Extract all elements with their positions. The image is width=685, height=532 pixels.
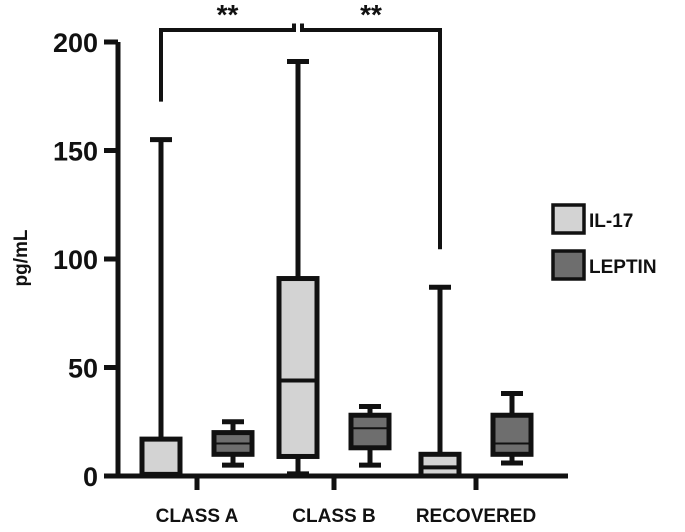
significance-bracket: ** <box>300 0 442 250</box>
bracket-line <box>159 23 296 102</box>
box-leptin-class-b <box>348 404 392 468</box>
legend-label: LEPTIN <box>589 257 657 278</box>
significance-label: ** <box>360 0 382 30</box>
y-tick-label: 100 <box>53 245 98 275</box>
box-il-17-recovered <box>418 284 462 479</box>
x-tick-label: CLASS B <box>292 506 375 527</box>
bracket-line <box>300 23 442 250</box>
x-tick-label: RECOVERED <box>416 506 536 527</box>
box-il-17-class-b <box>276 59 320 477</box>
box-iqr <box>348 412 392 451</box>
significance-annotations: ** ** <box>159 0 442 250</box>
y-tick-label: 50 <box>68 354 98 384</box>
box-leptin-class-a <box>211 419 255 468</box>
box-leptin-recovered <box>490 391 534 466</box>
axes: 0 50 100 150 200 CLASS A CLASS B RECOVERED <box>53 28 568 527</box>
boxes <box>139 59 534 479</box>
legend-swatch <box>551 203 586 235</box>
y-tick-label: 200 <box>53 28 98 58</box>
y-tick-label: 0 <box>83 462 98 492</box>
significance-label: ** <box>217 0 239 30</box>
legend-item-leptin: LEPTIN <box>551 249 657 281</box>
box-iqr <box>276 276 320 459</box>
y-axis-label: pg/mL <box>11 229 32 286</box>
legend-label: IL-17 <box>589 211 633 232</box>
y-tick-label: 150 <box>53 137 98 167</box>
legend-item-il-17: IL-17 <box>551 203 633 235</box>
legend: IL-17 LEPTIN <box>551 203 657 281</box>
x-tick-label: CLASS A <box>156 506 239 527</box>
box-iqr <box>490 412 534 457</box>
box-iqr <box>418 451 462 479</box>
significance-bracket: ** <box>159 0 296 102</box>
box-il-17-class-a <box>139 137 183 479</box>
legend-swatch <box>551 249 586 281</box>
box-iqr <box>139 436 183 479</box>
